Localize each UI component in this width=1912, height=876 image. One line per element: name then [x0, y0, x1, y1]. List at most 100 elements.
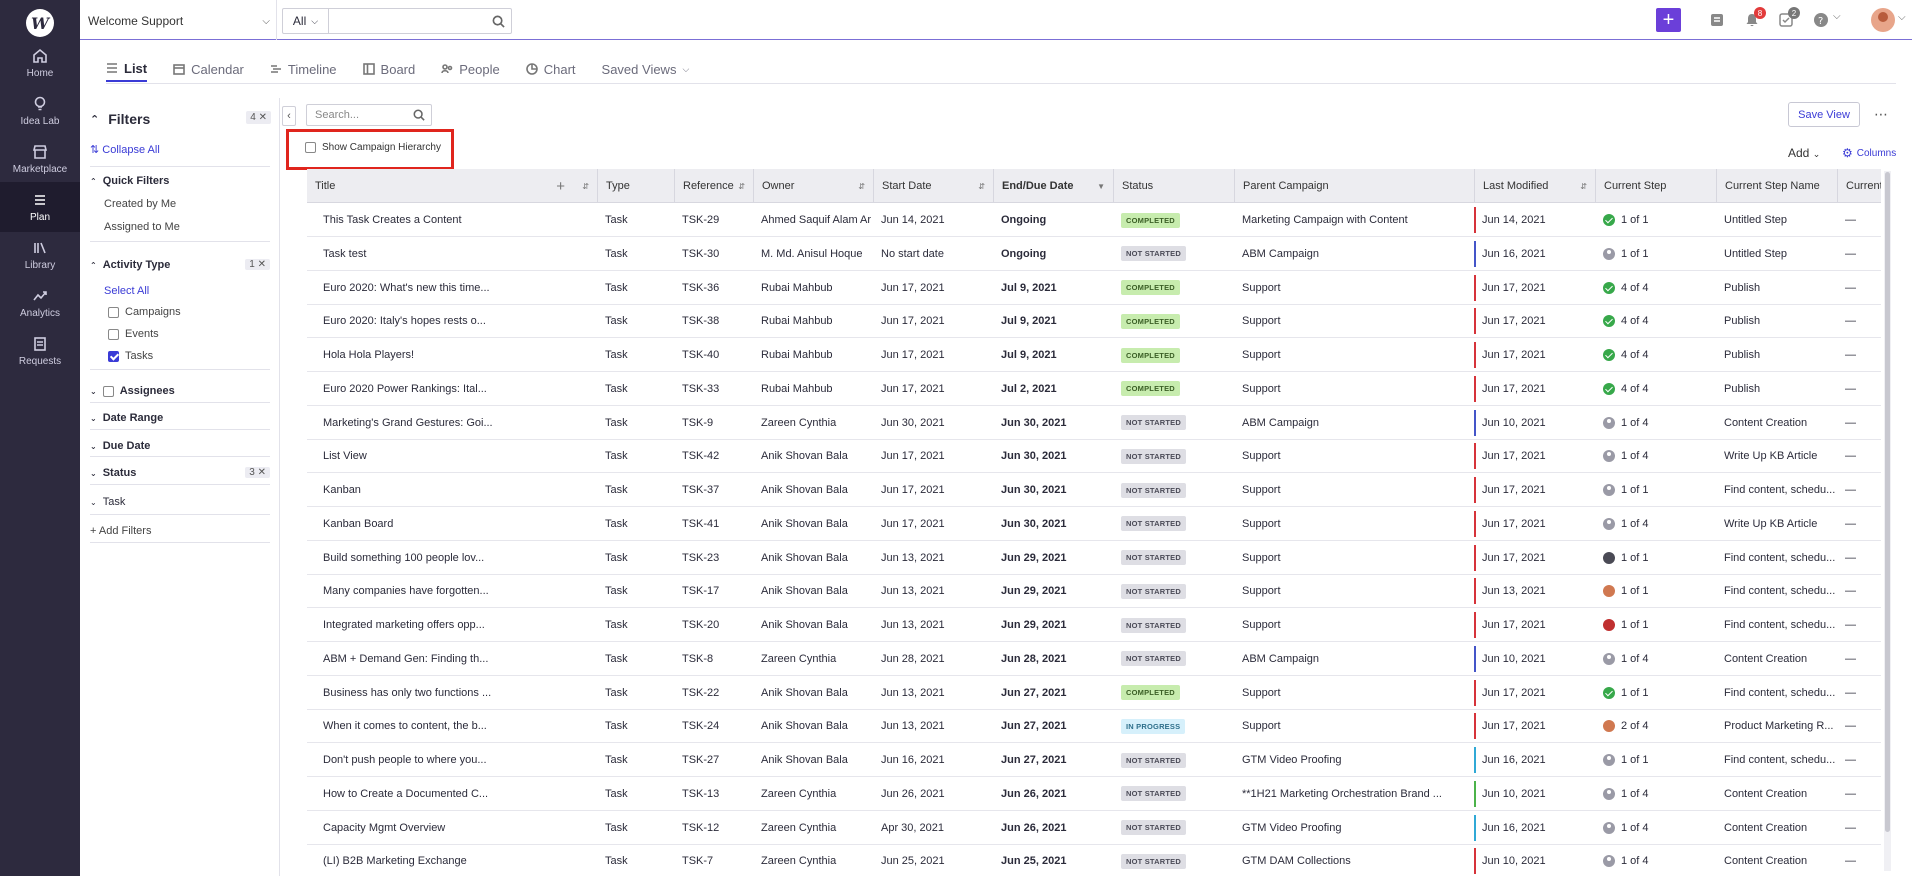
hierarchy-checkbox[interactable]	[305, 142, 316, 153]
column-header-reference[interactable]: Reference ⇵	[674, 169, 753, 203]
column-header-current-step-name[interactable]: Current Step Name	[1716, 169, 1837, 203]
more-options-icon[interactable]: ⋯	[1874, 106, 1889, 122]
tab-board[interactable]: Board	[362, 56, 415, 82]
table-row[interactable]: Hola Hola Players! Task TSK-40 Rubai Mahbub…	[307, 338, 1881, 372]
cell-title[interactable]: Euro 2020: Italy's hopes rests o...	[323, 315, 486, 328]
cell-title[interactable]: This Task Creates a Content	[323, 214, 462, 226]
quick-filters-section[interactable]: ⌃ Quick Filters	[90, 175, 270, 187]
cell-title[interactable]: Business has only two functions ...	[323, 686, 492, 699]
filter-campaigns[interactable]: Campaigns	[108, 306, 181, 318]
cell-title[interactable]: Kanban	[323, 484, 361, 496]
save-view-button[interactable]: Save View	[1788, 102, 1860, 127]
table-row[interactable]: (LI) B2B Marketing Exchange Task TSK-7 Zare…	[307, 844, 1881, 876]
table-row[interactable]: This Task Creates a Content Task TSK-29 Ahm…	[307, 203, 1881, 237]
tab-people[interactable]: People	[441, 56, 500, 82]
column-header-type[interactable]: Type	[597, 169, 674, 203]
table-row[interactable]: List View Task TSK-42 Anik Shovan Bala Jun 1…	[307, 439, 1881, 474]
table-row[interactable]: ABM + Demand Gen: Finding th... Task TSK-8…	[307, 642, 1881, 676]
table-row[interactable]: Task test Task TSK-30 M. Md. Anisul Hoque No…	[307, 237, 1881, 271]
cell-title[interactable]: Capacity Mgmt Overview	[323, 821, 446, 834]
cell-title[interactable]: Integrated marketing offers opp...	[323, 619, 485, 631]
table-row[interactable]: Don't push people to where you... Task TSK…	[307, 743, 1881, 777]
show-campaign-hierarchy-toggle[interactable]: Show Campaign Hierarchy	[305, 142, 441, 153]
table-row[interactable]: Euro 2020 Power Rankings: Ital... Task TSK…	[307, 372, 1881, 406]
nav-item-marketplace[interactable]: Marketplace	[0, 134, 80, 184]
table-row[interactable]: How to Create a Documented C... Task TSK-1…	[307, 777, 1881, 811]
nav-item-idea-lab[interactable]: Idea Lab	[0, 86, 80, 136]
create-new-button[interactable]: +	[1656, 8, 1681, 32]
assignees-checkbox[interactable]	[102, 385, 114, 397]
cell-title[interactable]: Hola Hola Players!	[323, 349, 415, 361]
cell-title[interactable]: Euro 2020 Power Rankings: Ital...	[323, 382, 487, 395]
filters-count-badge[interactable]: 4 ✕	[246, 111, 271, 124]
table-row[interactable]: When it comes to content, the b... Task TS…	[307, 709, 1881, 744]
column-header-title[interactable]: Title + ⇵	[307, 169, 597, 203]
add-column-icon[interactable]: +	[556, 177, 565, 195]
table-row[interactable]: Integrated marketing offers opp... Task TS…	[307, 608, 1881, 642]
nav-item-home[interactable]: Home	[0, 38, 80, 88]
status-count[interactable]: 3 ✕	[245, 467, 270, 478]
filter-events[interactable]: Events	[108, 328, 159, 340]
scrollbar-thumb[interactable]	[1885, 172, 1890, 832]
tab-saved-views[interactable]: Saved Views ⌵	[602, 56, 690, 82]
collapse-all-link[interactable]: ⇅ Collapse All	[90, 143, 160, 156]
tab-calendar[interactable]: Calendar	[173, 56, 244, 82]
cell-title[interactable]: ABM + Demand Gen: Finding th...	[323, 652, 489, 665]
tab-timeline[interactable]: Timeline	[270, 56, 337, 82]
columns-button[interactable]: ⚙ Columns	[1842, 146, 1896, 160]
cell-title[interactable]: When it comes to content, the b...	[323, 720, 487, 733]
tasks-check-icon[interactable]: 2	[1778, 7, 1800, 28]
activity-type-count[interactable]: 1 ✕	[245, 259, 270, 270]
sort-icon[interactable]: ⇵	[1580, 181, 1587, 191]
task-section[interactable]: ⌄ Task	[90, 496, 270, 508]
nav-item-requests[interactable]: Requests	[0, 326, 80, 376]
cell-title[interactable]: Task test	[323, 247, 367, 260]
table-row[interactable]: Build something 100 people lov... Task TSK…	[307, 541, 1881, 575]
workspace-selector[interactable]: Welcome Support ⌵	[88, 10, 274, 32]
cell-title[interactable]: (LI) B2B Marketing Exchange	[323, 855, 467, 868]
filter-created-by-me[interactable]: Created by Me	[104, 198, 177, 210]
sort-icon[interactable]: ⇵	[858, 181, 865, 191]
column-header-current[interactable]: Current	[1837, 169, 1881, 203]
cell-title[interactable]: How to Create a Documented C...	[323, 787, 489, 800]
cell-title[interactable]: Marketing's Grand Gestures: Goi...	[323, 416, 493, 429]
filter-tasks[interactable]: Tasks	[108, 350, 153, 362]
user-avatar[interactable]	[1871, 8, 1895, 32]
cell-title[interactable]: Kanban Board	[323, 517, 394, 530]
column-header-parent-campaign[interactable]: Parent Campaign	[1234, 169, 1474, 203]
nav-item-library[interactable]: Library	[0, 230, 80, 280]
tab-list[interactable]: List	[106, 56, 148, 82]
tab-chart[interactable]: Chart	[525, 56, 576, 82]
table-row[interactable]: Kanban Board Task TSK-41 Anik Shovan Bala Ju…	[307, 507, 1881, 541]
nav-item-analytics[interactable]: Analytics	[0, 278, 80, 328]
sort-desc-icon[interactable]: ▼	[1097, 181, 1105, 191]
filters-header[interactable]: ⌃ Filters	[90, 111, 150, 127]
cell-title[interactable]: Many companies have forgotten...	[323, 585, 489, 598]
due-date-section[interactable]: ⌄ Due Date	[90, 440, 270, 452]
select-all-link[interactable]: Select All	[104, 285, 150, 297]
status-section[interactable]: ⌄ Status 3 ✕	[90, 467, 270, 479]
app-logo[interactable]: W	[26, 9, 54, 37]
sort-icon[interactable]: ⇵	[978, 181, 985, 191]
bell-icon[interactable]: 8	[1744, 7, 1766, 28]
sort-icon[interactable]: ⇵	[738, 181, 745, 191]
cell-title[interactable]: List View	[323, 450, 367, 463]
search-scope-select[interactable]: All ⌵	[283, 9, 329, 33]
column-header-end-date[interactable]: End/Due Date ▼	[993, 169, 1113, 203]
table-row[interactable]: Many companies have forgotten... Task TSK-…	[307, 574, 1881, 609]
chevron-down-icon[interactable]: ⌵	[1898, 12, 1906, 23]
table-row[interactable]: Capacity Mgmt Overview Task TSK-12 Zareen C…	[307, 811, 1881, 845]
events-checkbox[interactable]	[108, 328, 119, 340]
nav-item-plan[interactable]: Plan	[0, 182, 80, 232]
cell-title[interactable]: Don't push people to where you...	[323, 754, 487, 766]
column-header-start-date[interactable]: Start Date ⇵	[873, 169, 993, 203]
column-header-current-step[interactable]: Current Step	[1595, 169, 1716, 203]
column-header-status[interactable]: Status	[1113, 169, 1234, 203]
collapse-filters-button[interactable]: ‹	[282, 106, 296, 126]
tasks-checkbox[interactable]	[108, 350, 119, 362]
table-row[interactable]: Euro 2020: What's new this time... Task TS…	[307, 271, 1881, 305]
assignees-section[interactable]: ⌄ Assignees	[90, 385, 270, 397]
column-header-owner[interactable]: Owner ⇵	[753, 169, 873, 203]
grid-search-input[interactable]: Search...	[306, 104, 432, 126]
table-row[interactable]: Business has only two functions ... Task T…	[307, 676, 1881, 710]
